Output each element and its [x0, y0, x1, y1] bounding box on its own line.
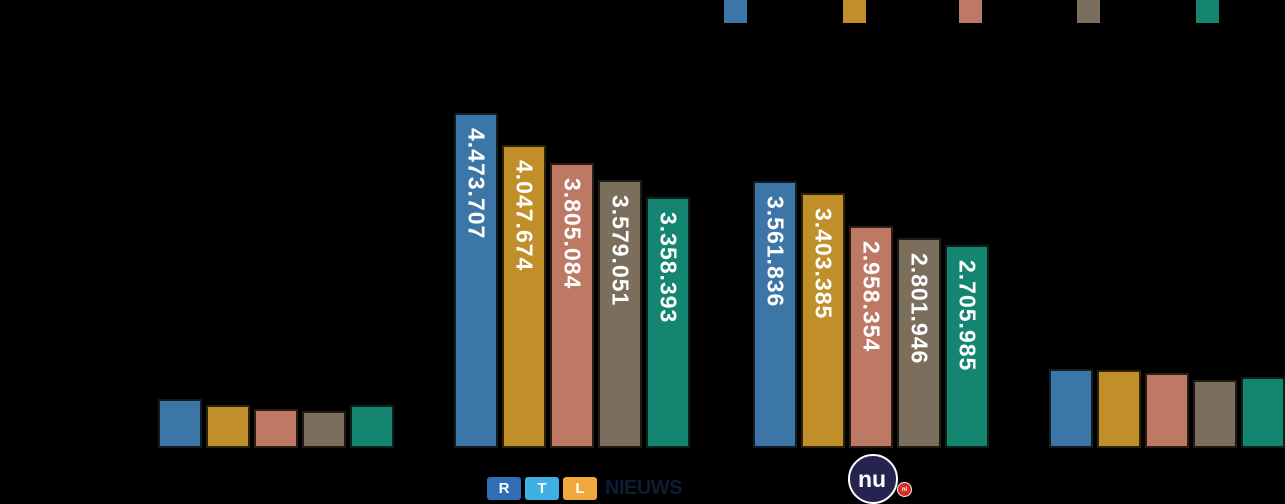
rtl-nieuws-logo: R T L NIEUWS — [487, 477, 683, 500]
bar-group-4 — [1049, 369, 1285, 448]
bar-value-label: 3.403.385 — [810, 208, 837, 320]
rtl-logo-block-t: T — [525, 477, 559, 500]
bar-series-3-group-1 — [254, 409, 298, 448]
bar-series-4-group-1 — [302, 411, 346, 448]
bar-series-5-group-3: 2.705.985 — [945, 245, 989, 448]
legend-swatch-5 — [1196, 0, 1219, 23]
bar-series-2-group-3: 3.403.385 — [801, 193, 845, 448]
bar-series-5-group-1 — [350, 405, 394, 448]
bar-series-4-group-2: 3.579.051 — [598, 180, 642, 448]
bar-series-1-group-2: 4.473.707 — [454, 113, 498, 448]
bar-series-2-group-2: 4.047.674 — [502, 145, 546, 448]
bar-series-3-group-3: 2.958.354 — [849, 226, 893, 448]
bar-series-1-group-4 — [1049, 369, 1093, 448]
nu-nl-logo: nu nl — [848, 454, 912, 504]
rtl-logo-block-l: L — [563, 477, 597, 500]
bar-group-1 — [158, 399, 394, 448]
nu-logo-nl-badge: nl — [897, 482, 912, 497]
bar-series-1-group-3: 3.561.836 — [753, 181, 797, 448]
rtl-logo-nieuws-text: NIEUWS — [605, 477, 683, 499]
legend-swatch-3 — [959, 0, 982, 23]
bar-series-2-group-1 — [206, 405, 250, 448]
bar-group-3: 3.561.836 3.403.385 2.958.354 2.801.946 2.70… — [753, 181, 989, 448]
legend-swatch-1 — [724, 0, 747, 23]
bar-series-3-group-2: 3.805.084 — [550, 163, 594, 448]
bar-series-1-group-1 — [158, 399, 202, 448]
legend-swatch-4 — [1077, 0, 1100, 23]
rtl-logo-block-r: R — [487, 477, 521, 500]
bar-value-label: 2.958.354 — [858, 241, 885, 353]
bar-series-4-group-3: 2.801.946 — [897, 238, 941, 448]
bar-series-2-group-4 — [1097, 370, 1141, 448]
bar-value-label: 3.579.051 — [607, 195, 634, 307]
nu-logo-text: nu — [857, 465, 887, 492]
bar-group-2: 4.473.707 4.047.674 3.805.084 3.579.051 3.35… — [454, 113, 690, 448]
legend-swatch-2 — [843, 0, 866, 23]
bar-value-label: 3.358.393 — [655, 212, 682, 324]
bar-value-label: 3.805.084 — [559, 178, 586, 290]
bar-series-5-group-4 — [1241, 377, 1285, 448]
bar-value-label: 4.047.674 — [511, 160, 538, 272]
bar-series-3-group-4 — [1145, 373, 1189, 448]
bar-value-label: 2.801.946 — [906, 253, 933, 365]
bar-value-label: 3.561.836 — [762, 196, 789, 308]
bar-series-4-group-4 — [1193, 380, 1237, 448]
bar-value-label: 2.705.985 — [954, 260, 981, 372]
bar-value-label: 4.473.707 — [463, 128, 490, 240]
plot-area: 4.473.707 4.047.674 3.805.084 3.579.051 3.35… — [158, 113, 1285, 448]
bar-series-5-group-2: 3.358.393 — [646, 197, 690, 448]
